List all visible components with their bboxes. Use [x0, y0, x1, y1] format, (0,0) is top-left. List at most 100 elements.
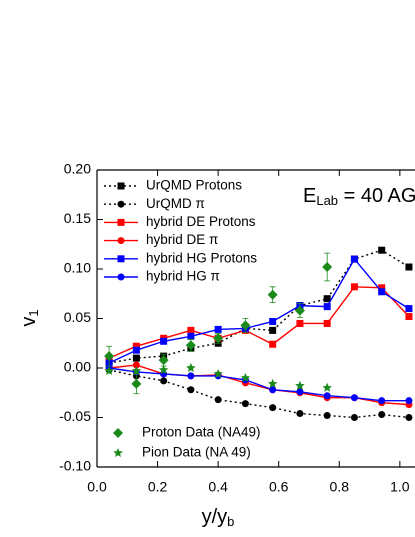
- marker-square: [132, 354, 140, 362]
- marker-circle: [269, 386, 277, 394]
- annotation: ELab = 40 AG: [303, 185, 415, 208]
- y-tick-label: -0.05: [59, 408, 91, 424]
- x-axis-label: y/yb: [202, 506, 235, 529]
- marker-diamond: [104, 351, 115, 362]
- marker-star: [131, 365, 142, 376]
- marker-star: [158, 364, 169, 375]
- x-tick-label: 0.8: [330, 479, 350, 495]
- legend-label: UrQMD Protons: [146, 178, 242, 193]
- marker-diamond: [131, 378, 142, 389]
- marker-square: [323, 295, 331, 303]
- marker-square: [405, 263, 413, 271]
- series-line: [108, 257, 410, 364]
- marker-square: [323, 303, 331, 311]
- marker-circle: [405, 414, 413, 421]
- marker-diamond: [158, 355, 169, 366]
- x-tick-label: 0.0: [87, 479, 107, 495]
- marker-square: [350, 255, 358, 263]
- marker-circle: [269, 404, 277, 412]
- y-tick-label: 0.00: [64, 359, 91, 375]
- marker-circle: [296, 410, 304, 418]
- y-label-subscript: 1: [26, 309, 41, 316]
- marker-diamond: [267, 289, 278, 300]
- marker-square: [117, 255, 125, 263]
- series-line: [108, 369, 410, 419]
- annotation-rest: = 40 AG: [338, 185, 415, 207]
- marker-square: [117, 182, 125, 190]
- marker-circle: [350, 414, 358, 421]
- marker-square: [378, 288, 386, 296]
- marker-circle: [117, 237, 125, 245]
- series-line: [109, 367, 409, 402]
- marker-star: [186, 363, 196, 373]
- marker-square: [269, 317, 277, 325]
- marker-square: [405, 305, 413, 313]
- marker-circle: [117, 200, 125, 208]
- x-tick-label: 0.4: [208, 479, 228, 495]
- y-tick-label: -0.10: [59, 458, 91, 474]
- series-line: [108, 249, 410, 364]
- marker-star: [322, 382, 332, 392]
- marker-square: [117, 218, 125, 226]
- legend-label: hybrid DE Protons: [146, 214, 256, 229]
- marker-star: [113, 448, 123, 458]
- marker-star: [267, 378, 278, 388]
- y-label-text: v: [18, 317, 40, 327]
- marker-circle: [378, 411, 386, 419]
- marker-diamond: [322, 262, 333, 273]
- annotation-text: E: [303, 185, 316, 207]
- y-axis-label: v1: [18, 309, 41, 326]
- marker-square: [187, 332, 195, 340]
- marker-square: [378, 284, 386, 292]
- marker-circle: [241, 400, 249, 408]
- legend-label: Pion Data (NA 49): [142, 445, 251, 460]
- marker-circle: [117, 273, 125, 281]
- y-tick-label: 0.15: [64, 210, 91, 226]
- marker-square: [378, 246, 386, 254]
- marker-square: [132, 346, 140, 354]
- legend-label: hybrid HG Protons: [146, 250, 257, 265]
- marker-circle: [214, 396, 222, 404]
- legend-label: hybrid DE π: [146, 232, 218, 247]
- marker-circle: [187, 386, 195, 394]
- legend-label: hybrid HG π: [146, 269, 220, 284]
- marker-square: [187, 326, 195, 334]
- marker-circle: [160, 377, 168, 385]
- marker-circle: [378, 397, 386, 405]
- marker-circle: [187, 372, 195, 380]
- marker-square: [269, 326, 277, 334]
- x-label-text: y/y: [202, 506, 228, 528]
- marker-diamond: [113, 428, 123, 438]
- y-tick-label: 0.05: [64, 309, 91, 325]
- marker-diamond: [240, 320, 251, 331]
- x-tick-label: 0.6: [269, 479, 289, 495]
- marker-circle: [132, 361, 140, 369]
- marker-square: [405, 313, 413, 321]
- x-tick-label: 0.2: [148, 479, 168, 495]
- marker-star: [240, 372, 251, 382]
- marker-diamond: [213, 333, 224, 344]
- marker-circle: [323, 412, 331, 420]
- marker-square: [350, 283, 358, 291]
- marker-square: [214, 325, 222, 333]
- marker-square: [323, 319, 331, 327]
- annotation-subscript: Lab: [316, 193, 338, 208]
- marker-circle: [323, 392, 331, 400]
- marker-square: [269, 340, 277, 348]
- legend-label: Proton Data (NA49): [142, 425, 261, 440]
- marker-circle: [405, 397, 413, 405]
- y-tick-label: 0.20: [64, 161, 91, 177]
- marker-square: [132, 342, 140, 350]
- marker-circle: [350, 394, 358, 402]
- marker-diamond: [294, 305, 305, 316]
- marker-diamond: [185, 340, 196, 351]
- marker-star: [295, 380, 305, 390]
- legend-label: UrQMD π: [146, 196, 205, 211]
- x-label-subscript: b: [227, 514, 234, 529]
- marker-square: [296, 319, 304, 327]
- marker-star: [104, 365, 114, 376]
- series-line: [108, 286, 410, 359]
- marker-star: [213, 368, 223, 378]
